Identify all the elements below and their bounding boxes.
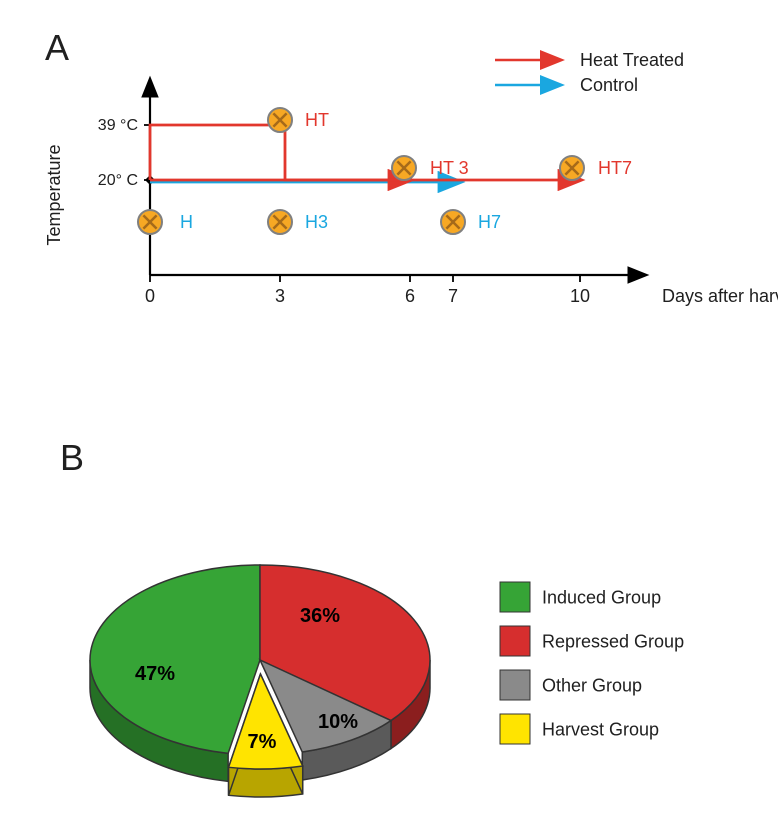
legend-label: Repressed Group [542, 632, 684, 652]
legend-swatch [500, 582, 530, 612]
y-axis-label: Temperature [44, 144, 64, 245]
sample-marker [441, 210, 465, 234]
pie-value-label: 36% [300, 605, 340, 627]
sample-marker [560, 156, 584, 180]
sample-label: H [180, 212, 193, 232]
x-tick-label: 6 [405, 286, 415, 306]
x-tick-label: 7 [448, 286, 458, 306]
legend-swatch [500, 626, 530, 656]
sample-marker [138, 210, 162, 234]
legend-label: Induced Group [542, 588, 661, 608]
pie-value-label: 47% [135, 663, 175, 685]
legend-label: Control [580, 75, 638, 95]
figure-container: A Heat Treated Control 39 °C 20° C Temperatur… [0, 0, 778, 828]
sample-label: H7 [478, 212, 501, 232]
sample-marker [268, 108, 292, 132]
sample-label: HT 3 [430, 158, 469, 178]
y-tick-label: 39 °C [98, 117, 138, 134]
panel-letter-a: A [45, 27, 69, 68]
sample-label: HT7 [598, 158, 632, 178]
sample-marker [268, 210, 292, 234]
pie-value-label: 7% [248, 731, 277, 753]
x-tick-label: 10 [570, 286, 590, 306]
x-tick-label: 0 [145, 286, 155, 306]
y-tick-label: 20° C [98, 172, 138, 189]
legend-label: Heat Treated [580, 50, 684, 70]
legend-swatch [500, 714, 530, 744]
ht-line [150, 125, 580, 180]
sample-label: H3 [305, 212, 328, 232]
x-axis-label: Days after harvest [662, 286, 778, 306]
legend-label: Other Group [542, 676, 642, 696]
panel-letter-b: B [60, 437, 84, 478]
pie-value-label: 10% [318, 711, 358, 733]
sample-marker [392, 156, 416, 180]
sample-label: HT [305, 110, 329, 130]
figure-svg: A Heat Treated Control 39 °C 20° C Temperatur… [0, 0, 778, 828]
legend-swatch [500, 670, 530, 700]
x-tick-label: 3 [275, 286, 285, 306]
legend-label: Harvest Group [542, 720, 659, 740]
